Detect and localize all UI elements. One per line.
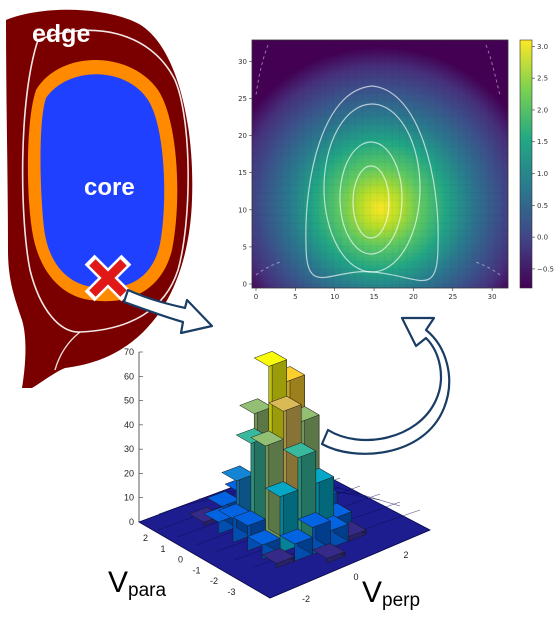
histogram-bar: [311, 542, 346, 564]
histogram-bar: [261, 547, 296, 569]
histogram-bar-top-face: [268, 395, 302, 412]
histogram-bar: [279, 528, 313, 562]
colorbar-tick-label: −0.5: [537, 265, 554, 273]
arrow-to-heatmap: [320, 316, 451, 455]
colorbar-tick-label: 1.0: [537, 170, 548, 178]
histogram-z-tick-label: 70: [124, 347, 134, 357]
vpara-tick-label: 1: [160, 544, 165, 554]
histogram-bar-top-face: [232, 510, 266, 527]
heatmap-y-tick-label: 10: [238, 206, 247, 214]
histogram-z-tick-label: 20: [124, 468, 134, 478]
histogram-bar-top-face: [282, 442, 317, 459]
heatmap-x-tick-label: 15: [370, 293, 379, 301]
vpara-tick-label: 2: [143, 533, 148, 543]
heatmap-chart: 0 5 10 15 20 25 30 0 5 10 15 20 25 30 3.0 2.5 2.0 1.5 1.…: [238, 39, 554, 301]
heatmap-y-tick-label: 30: [238, 58, 247, 66]
vpara-tick-label: 0: [178, 555, 183, 565]
divertor-leg-line: [54, 331, 81, 371]
vperp-tick-label: 0: [353, 572, 358, 582]
core-label: core: [84, 174, 135, 201]
vperp-axis-ticks: -2 0 2: [302, 550, 409, 604]
heatmap-x-tick-label: 20: [409, 293, 418, 301]
colorbar-ticks: 3.0 2.5 2.0 1.5 1.0 0.5 0.0 −0.5: [532, 43, 554, 273]
heatmap-x-tick-label: 30: [488, 293, 497, 301]
sample-location-x-marker: [84, 254, 132, 302]
vpara-tick-label: -3: [227, 587, 235, 597]
colorbar-tick-label: 2.0: [537, 106, 548, 114]
vpara-tick-label: -2: [210, 576, 218, 586]
histogram-bar-top-face: [311, 543, 346, 559]
colorbar-tick-label: 0.5: [537, 202, 548, 210]
histogram-bar-top-face: [279, 528, 313, 545]
heatmap-contours: [305, 85, 439, 282]
core-region: [40, 74, 165, 289]
heatmap-colorbar: [519, 39, 533, 289]
histogram-z-tick-label: 40: [124, 420, 134, 430]
vpara-tick-label: -1: [192, 565, 200, 575]
vperp-axis-label: Vperp: [362, 576, 420, 611]
heatmap-x-ticks: 0 5 10 15 20 25 30: [254, 288, 497, 301]
tokamak-cross-section: edge core: [6, 9, 193, 389]
vperp-tick-label: -2: [302, 594, 310, 604]
colorbar-tick-label: 3.0: [537, 43, 548, 51]
histogram-bar-top-face: [247, 529, 281, 546]
heatmap-x-tick-label: 0: [254, 293, 258, 301]
colorbar-tick-label: 2.5: [537, 75, 548, 83]
heatmap-y-tick-label: 5: [243, 243, 247, 251]
heatmap-y-tick-label: 0: [243, 281, 247, 289]
histogram-z-tick-label: 10: [124, 493, 134, 503]
heatmap-x-tick-label: 25: [448, 293, 457, 301]
arrow-to-histogram: [122, 288, 214, 335]
histogram-bar-top-face: [250, 430, 284, 447]
histogram-bar-top-face: [297, 512, 331, 528]
histogram-bars: [188, 350, 367, 569]
heatmap-y-tick-label: 20: [238, 132, 247, 140]
vperp-tick-label: 2: [403, 550, 408, 560]
histogram-z-tick-label: 30: [124, 444, 134, 454]
heatmap-x-tick-label: 5: [293, 293, 297, 301]
vpara-axis-label: Vpara: [108, 566, 166, 601]
heatmap-edge-contours: [255, 44, 501, 276]
heatmap-x-tick-label: 10: [330, 293, 339, 301]
histogram-bar-top-face: [253, 351, 288, 367]
heatmap-y-tick-label: 25: [238, 95, 247, 103]
heatmap-y-ticks: 0 5 10 15 20 25 30: [238, 58, 252, 289]
histogram-bar-top-face: [264, 481, 299, 497]
histogram-z-ticks: 0 10 20 30 40 50 60 70: [124, 347, 143, 527]
colorbar-tick-label: 1.5: [537, 138, 548, 146]
histogram-z-tick-label: 60: [124, 371, 134, 381]
histogram-z-tick-label: 50: [124, 396, 134, 406]
heatmap-y-tick-label: 15: [238, 169, 247, 177]
edge-label: edge: [32, 20, 90, 48]
vpara-axis-ticks: 2 1 0 -1 -2 -3: [143, 533, 236, 597]
histogram-z-tick-label: 0: [129, 517, 134, 527]
colorbar-tick-label: 0.0: [537, 234, 548, 242]
histogram-bar-top-face: [261, 548, 296, 564]
